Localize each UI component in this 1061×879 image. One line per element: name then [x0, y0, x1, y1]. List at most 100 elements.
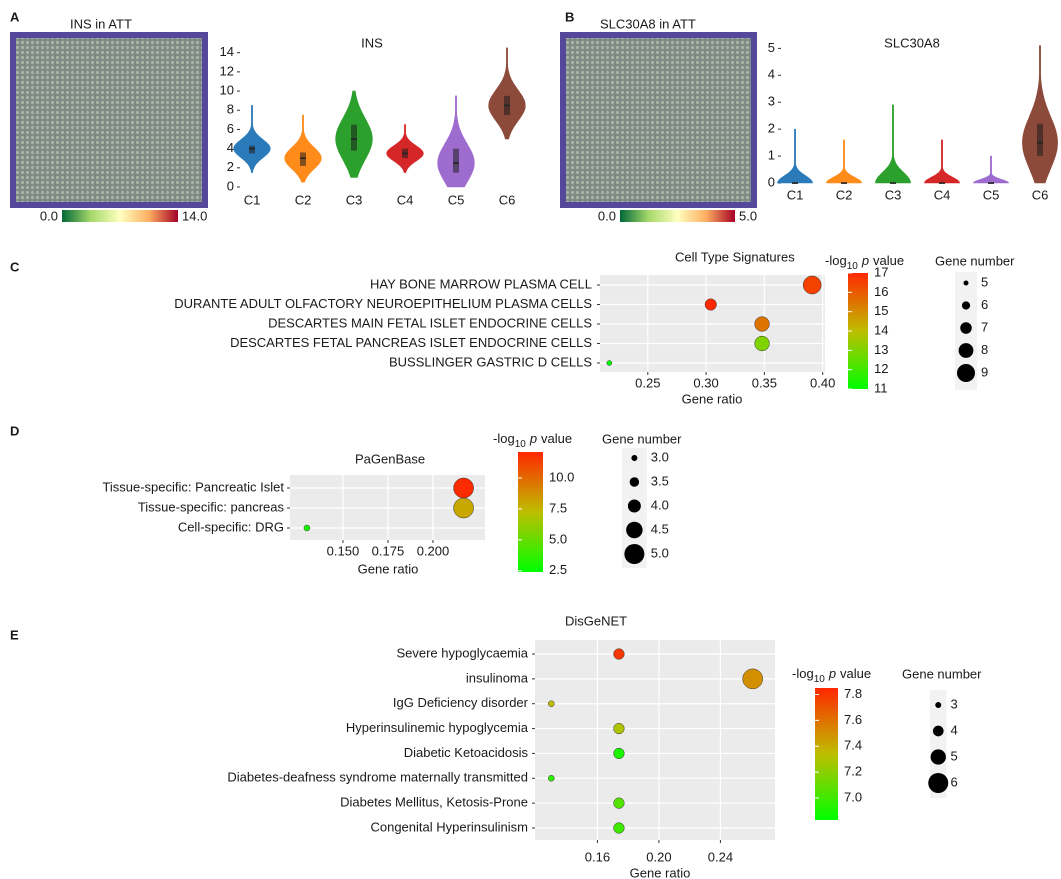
colorbar-label: 7.8	[844, 686, 862, 701]
y-tick-label: Hyperinsulinemic hypoglycemia	[346, 720, 529, 735]
colorbar-label: 0.0	[40, 208, 58, 223]
size-key	[959, 343, 974, 358]
y-tick-label: 14	[220, 44, 234, 59]
size-label: 4.0	[651, 497, 669, 512]
chart-title: PaGenBase	[355, 451, 425, 466]
panel-letter: C	[10, 259, 20, 274]
x-tick-label: 0.20	[646, 849, 671, 864]
y-tick-label: Diabetic Ketoacidosis	[404, 745, 529, 760]
y-tick-label: DURANTE ADULT OLFACTORY NEUROEPITHELIUM …	[174, 296, 592, 311]
size-key	[628, 500, 641, 513]
y-tick-label: HAY BONE MARROW PLASMA CELL	[370, 276, 592, 291]
colorbar-label: 7.6	[844, 712, 862, 727]
dot	[743, 669, 763, 689]
y-tick-label: 12	[220, 63, 234, 78]
y-tick-label: Diabetes-deafness syndrome maternally tr…	[227, 770, 528, 785]
chart-title: INS	[361, 35, 383, 50]
size-key	[630, 477, 640, 487]
panel-letter: B	[565, 9, 574, 24]
dot	[304, 525, 310, 531]
x-tick-label: 0.16	[585, 849, 610, 864]
colorbar-label: 7.4	[844, 738, 862, 753]
colorbar-label: 5.0	[549, 531, 567, 546]
y-tick-label: 2	[768, 121, 775, 136]
x-tick-label: 0.25	[635, 375, 660, 390]
y-tick-label: DESCARTES MAIN FETAL ISLET ENDOCRINE CEL…	[268, 315, 592, 330]
colorbar	[518, 452, 543, 572]
y-tick-label: Tissue-specific: Pancreatic Islet	[102, 479, 284, 494]
violin	[777, 129, 812, 183]
dot	[454, 498, 474, 518]
x-axis-label: Gene ratio	[630, 865, 691, 879]
size-key	[631, 455, 637, 461]
image-title: INS in ATT	[70, 16, 132, 31]
violin	[489, 48, 526, 139]
y-tick-label: 8	[227, 102, 234, 117]
legend-title-part: p	[828, 666, 836, 681]
size-key	[931, 749, 946, 764]
figure: AINS in ATT0.014.0INS02468101214C1C2C3C4…	[0, 0, 1061, 879]
x-tick-label: C4	[397, 192, 414, 207]
y-tick-label: Severe hypoglycaemia	[396, 645, 528, 660]
violin	[234, 105, 271, 172]
size-label: 4	[951, 722, 958, 737]
colorbar-label: 2.5	[549, 562, 567, 577]
size-label: 3	[951, 696, 958, 711]
legend-title-sub: 10	[847, 261, 859, 272]
x-tick-label: C6	[1032, 187, 1049, 202]
size-label: 5.0	[651, 545, 669, 560]
violin	[924, 140, 959, 183]
dot	[614, 649, 625, 660]
violin	[285, 115, 322, 182]
y-tick-label: 3	[768, 94, 775, 109]
x-axis-label: Gene ratio	[358, 561, 419, 576]
y-tick-label: IgG Deficiency disorder	[393, 695, 529, 710]
size-key	[626, 522, 643, 539]
legend-title-part: -log	[792, 666, 814, 681]
x-tick-label: 0.40	[810, 375, 835, 390]
colorbar-label: 7.0	[844, 789, 862, 804]
violin	[875, 105, 910, 183]
size-label: 5	[951, 748, 958, 763]
legend-title-part: p	[861, 253, 869, 268]
x-tick-label: C1	[787, 187, 804, 202]
x-tick-label: 0.30	[693, 375, 718, 390]
legend-title: Gene number	[935, 253, 1015, 268]
violin	[973, 156, 1008, 183]
y-tick-label: 0	[768, 174, 775, 189]
violin	[387, 125, 424, 173]
dot	[614, 823, 625, 834]
size-label: 5	[981, 274, 988, 289]
colorbar-label: 16	[874, 284, 888, 299]
box	[1037, 124, 1043, 156]
panel-letter: E	[10, 627, 19, 642]
size-key	[964, 281, 969, 286]
size-label: 3.5	[651, 473, 669, 488]
size-key	[962, 301, 970, 309]
colorbar-label: 7.5	[549, 500, 567, 515]
y-tick-label: 4	[227, 140, 234, 155]
legend-title-sub: 10	[515, 439, 527, 450]
y-tick-label: DESCARTES FETAL PANCREAS ISLET ENDOCRINE…	[230, 335, 592, 350]
y-tick-label: 0	[227, 178, 234, 193]
y-tick-label: 5	[768, 40, 775, 55]
x-tick-label: C2	[836, 187, 853, 202]
legend-title-sub: 10	[814, 674, 826, 685]
x-tick-label: 0.200	[417, 543, 450, 558]
legend-title-part: -log	[493, 431, 515, 446]
dot	[705, 299, 717, 311]
colorbar	[62, 210, 178, 222]
box	[300, 152, 306, 165]
y-tick-label: 1	[768, 148, 775, 163]
y-tick-label: 2	[227, 159, 234, 174]
dot	[607, 361, 612, 366]
dot	[614, 748, 625, 759]
colorbar-label: 12	[874, 361, 888, 376]
y-tick-label: 4	[768, 67, 775, 82]
colorbar-label: 5.0	[739, 208, 757, 223]
box	[351, 125, 357, 151]
colorbar-label: 17	[874, 264, 888, 279]
